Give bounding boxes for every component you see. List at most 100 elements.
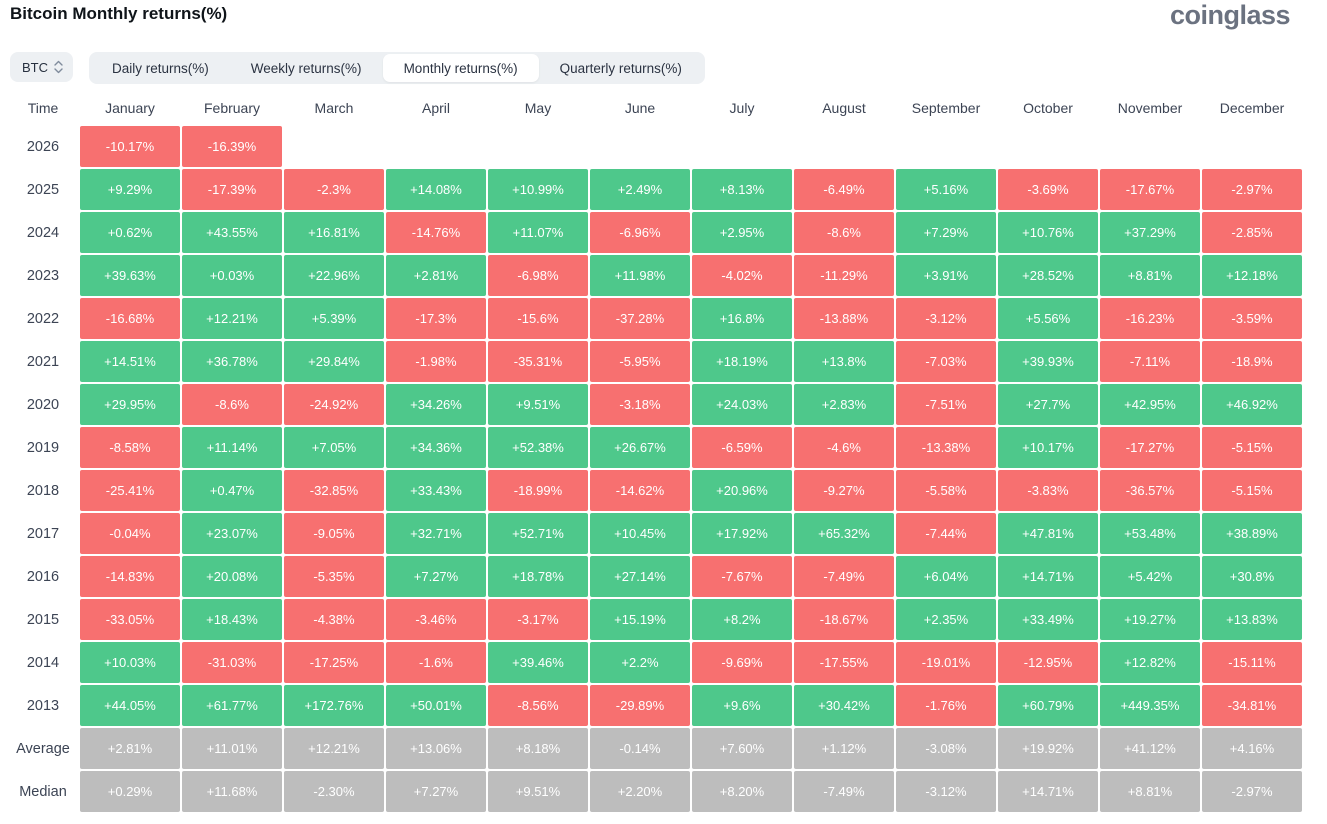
- return-cell: [1202, 126, 1302, 167]
- return-cell: -13.88%: [794, 298, 894, 339]
- return-cell: -2.3%: [284, 169, 384, 210]
- return-cell: +172.76%: [284, 685, 384, 726]
- return-cell: +18.43%: [182, 599, 282, 640]
- return-cell: +9.29%: [80, 169, 180, 210]
- row-label-2017: 2017: [26, 525, 60, 542]
- return-cell: +29.95%: [80, 384, 180, 425]
- return-cell: +2.81%: [80, 728, 180, 769]
- return-cell: -24.92%: [284, 384, 384, 425]
- return-cell: +46.92%: [1202, 384, 1302, 425]
- return-cell: +6.04%: [896, 556, 996, 597]
- return-cell: -12.95%: [998, 642, 1098, 683]
- return-cell: +52.71%: [488, 513, 588, 554]
- return-cell: +10.45%: [590, 513, 690, 554]
- return-cell: +14.51%: [80, 341, 180, 382]
- column-header-time: Time: [27, 100, 59, 116]
- column-header-january: January: [105, 100, 155, 116]
- return-cell: +37.29%: [1100, 212, 1200, 253]
- return-cell: -17.27%: [1100, 427, 1200, 468]
- return-cell: +5.56%: [998, 298, 1098, 339]
- row-label-2022: 2022: [26, 310, 60, 327]
- return-cell: +34.26%: [386, 384, 486, 425]
- return-cell: +11.01%: [182, 728, 282, 769]
- tab-monthly-returns[interactable]: Monthly returns(%): [382, 54, 539, 82]
- return-cell: -7.51%: [896, 384, 996, 425]
- return-cell: +24.03%: [692, 384, 792, 425]
- return-cell: +9.51%: [488, 384, 588, 425]
- return-cell: -19.01%: [896, 642, 996, 683]
- column-header-november: November: [1117, 100, 1183, 116]
- return-cell: -4.38%: [284, 599, 384, 640]
- return-cell: -6.49%: [794, 169, 894, 210]
- return-cell: +3.91%: [896, 255, 996, 296]
- return-cell: +2.20%: [590, 771, 690, 812]
- row-label-2021: 2021: [26, 353, 60, 370]
- return-cell: +39.93%: [998, 341, 1098, 382]
- return-cell: +8.20%: [692, 771, 792, 812]
- row-label-2013: 2013: [26, 697, 60, 714]
- return-cell: -1.6%: [386, 642, 486, 683]
- return-cell: +10.76%: [998, 212, 1098, 253]
- return-cell: -8.6%: [794, 212, 894, 253]
- tab-quarterly-returns[interactable]: Quarterly returns(%): [559, 60, 682, 76]
- row-label-2015: 2015: [26, 611, 60, 628]
- return-cell: +18.19%: [692, 341, 792, 382]
- coinglass-logo: coinglass: [1169, 0, 1291, 30]
- return-cell: +7.29%: [896, 212, 996, 253]
- return-cell: -3.12%: [896, 298, 996, 339]
- return-cell: -13.38%: [896, 427, 996, 468]
- return-cell: -7.67%: [692, 556, 792, 597]
- return-cell: +8.81%: [1100, 771, 1200, 812]
- return-cell: +0.03%: [182, 255, 282, 296]
- column-header-may: May: [524, 100, 552, 116]
- coin-selector[interactable]: BTC: [10, 52, 73, 82]
- return-cell: -3.59%: [1202, 298, 1302, 339]
- tab-daily-returns[interactable]: Daily returns(%): [112, 60, 209, 76]
- return-cell: +19.27%: [1100, 599, 1200, 640]
- column-header-august: August: [822, 100, 866, 116]
- return-cell: -14.83%: [80, 556, 180, 597]
- return-cell: +8.18%: [488, 728, 588, 769]
- tab-weekly-returns[interactable]: Weekly returns(%): [250, 60, 362, 76]
- return-cell: -17.55%: [794, 642, 894, 683]
- return-cell: -33.05%: [80, 599, 180, 640]
- controls-bar: BTC Daily returns(%) Weekly returns(%) Mon…: [10, 52, 705, 84]
- column-header-april: April: [421, 100, 450, 116]
- return-cell: +12.82%: [1100, 642, 1200, 683]
- return-cell: +2.81%: [386, 255, 486, 296]
- return-cell: +41.12%: [1100, 728, 1200, 769]
- return-cell: -6.96%: [590, 212, 690, 253]
- return-cell: +13.8%: [794, 341, 894, 382]
- return-cell: +8.81%: [1100, 255, 1200, 296]
- return-cell: +2.83%: [794, 384, 894, 425]
- return-cell: +0.62%: [80, 212, 180, 253]
- return-cell: -17.3%: [386, 298, 486, 339]
- return-cell: +43.55%: [182, 212, 282, 253]
- return-cell: +7.27%: [386, 556, 486, 597]
- return-cell: -3.08%: [896, 728, 996, 769]
- return-cell: +33.43%: [386, 470, 486, 511]
- return-cell: -8.58%: [80, 427, 180, 468]
- return-cell: -7.11%: [1100, 341, 1200, 382]
- return-cell: +18.78%: [488, 556, 588, 597]
- return-cell: -15.6%: [488, 298, 588, 339]
- return-cell: +23.07%: [182, 513, 282, 554]
- return-cell: +20.96%: [692, 470, 792, 511]
- return-cell: +39.63%: [80, 255, 180, 296]
- row-label-2014: 2014: [26, 654, 60, 671]
- column-header-december: December: [1219, 100, 1285, 116]
- return-cell: +2.2%: [590, 642, 690, 683]
- return-cell: +4.16%: [1202, 728, 1302, 769]
- return-cell: -2.30%: [284, 771, 384, 812]
- row-label-2023: 2023: [26, 267, 60, 284]
- return-cell: +53.48%: [1100, 513, 1200, 554]
- row-label-median: Median: [19, 783, 67, 800]
- return-cell: +11.68%: [182, 771, 282, 812]
- return-cell: -5.35%: [284, 556, 384, 597]
- return-cell: +0.47%: [182, 470, 282, 511]
- return-cell: -3.12%: [896, 771, 996, 812]
- return-cell: +52.38%: [488, 427, 588, 468]
- return-cell: [1100, 126, 1200, 167]
- return-cell: -5.15%: [1202, 427, 1302, 468]
- return-cell: -7.03%: [896, 341, 996, 382]
